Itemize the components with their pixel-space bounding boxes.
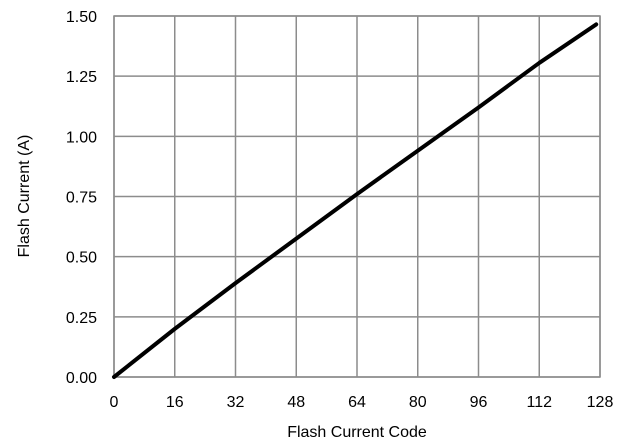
x-tick-label: 0	[110, 394, 119, 411]
y-axis-title: Flash Current (A)	[16, 135, 33, 258]
plot-frame	[113, 15, 601, 378]
x-tick-label: 64	[348, 394, 366, 411]
y-tick-labels: 0.00 0.25 0.50 0.75 1.00 1.25 1.50	[66, 9, 97, 387]
y-tick-label: 0.50	[66, 250, 97, 267]
y-tick-label: 1.25	[66, 69, 97, 86]
y-tick-label: 1.50	[66, 9, 97, 26]
x-tick-label: 128	[587, 394, 614, 411]
x-tick-label: 80	[409, 394, 427, 411]
y-tick-label: 0.75	[66, 190, 97, 207]
y-tick-label: 0.25	[66, 310, 97, 327]
series-line	[112, 22, 599, 379]
series-layer	[112, 22, 599, 379]
y-tick-label: 0.00	[66, 370, 97, 387]
x-tick-label: 16	[166, 394, 184, 411]
x-tick-label: 32	[227, 394, 245, 411]
x-tick-label: 112	[526, 394, 552, 411]
x-tick-label: 48	[287, 394, 305, 411]
x-axis-title: Flash Current Code	[287, 424, 427, 441]
x-tick-label: 96	[470, 394, 488, 411]
x-tick-labels: 0 16 32 48 64 80 96 112 128	[110, 394, 614, 411]
y-tick-label: 1.00	[66, 129, 97, 146]
